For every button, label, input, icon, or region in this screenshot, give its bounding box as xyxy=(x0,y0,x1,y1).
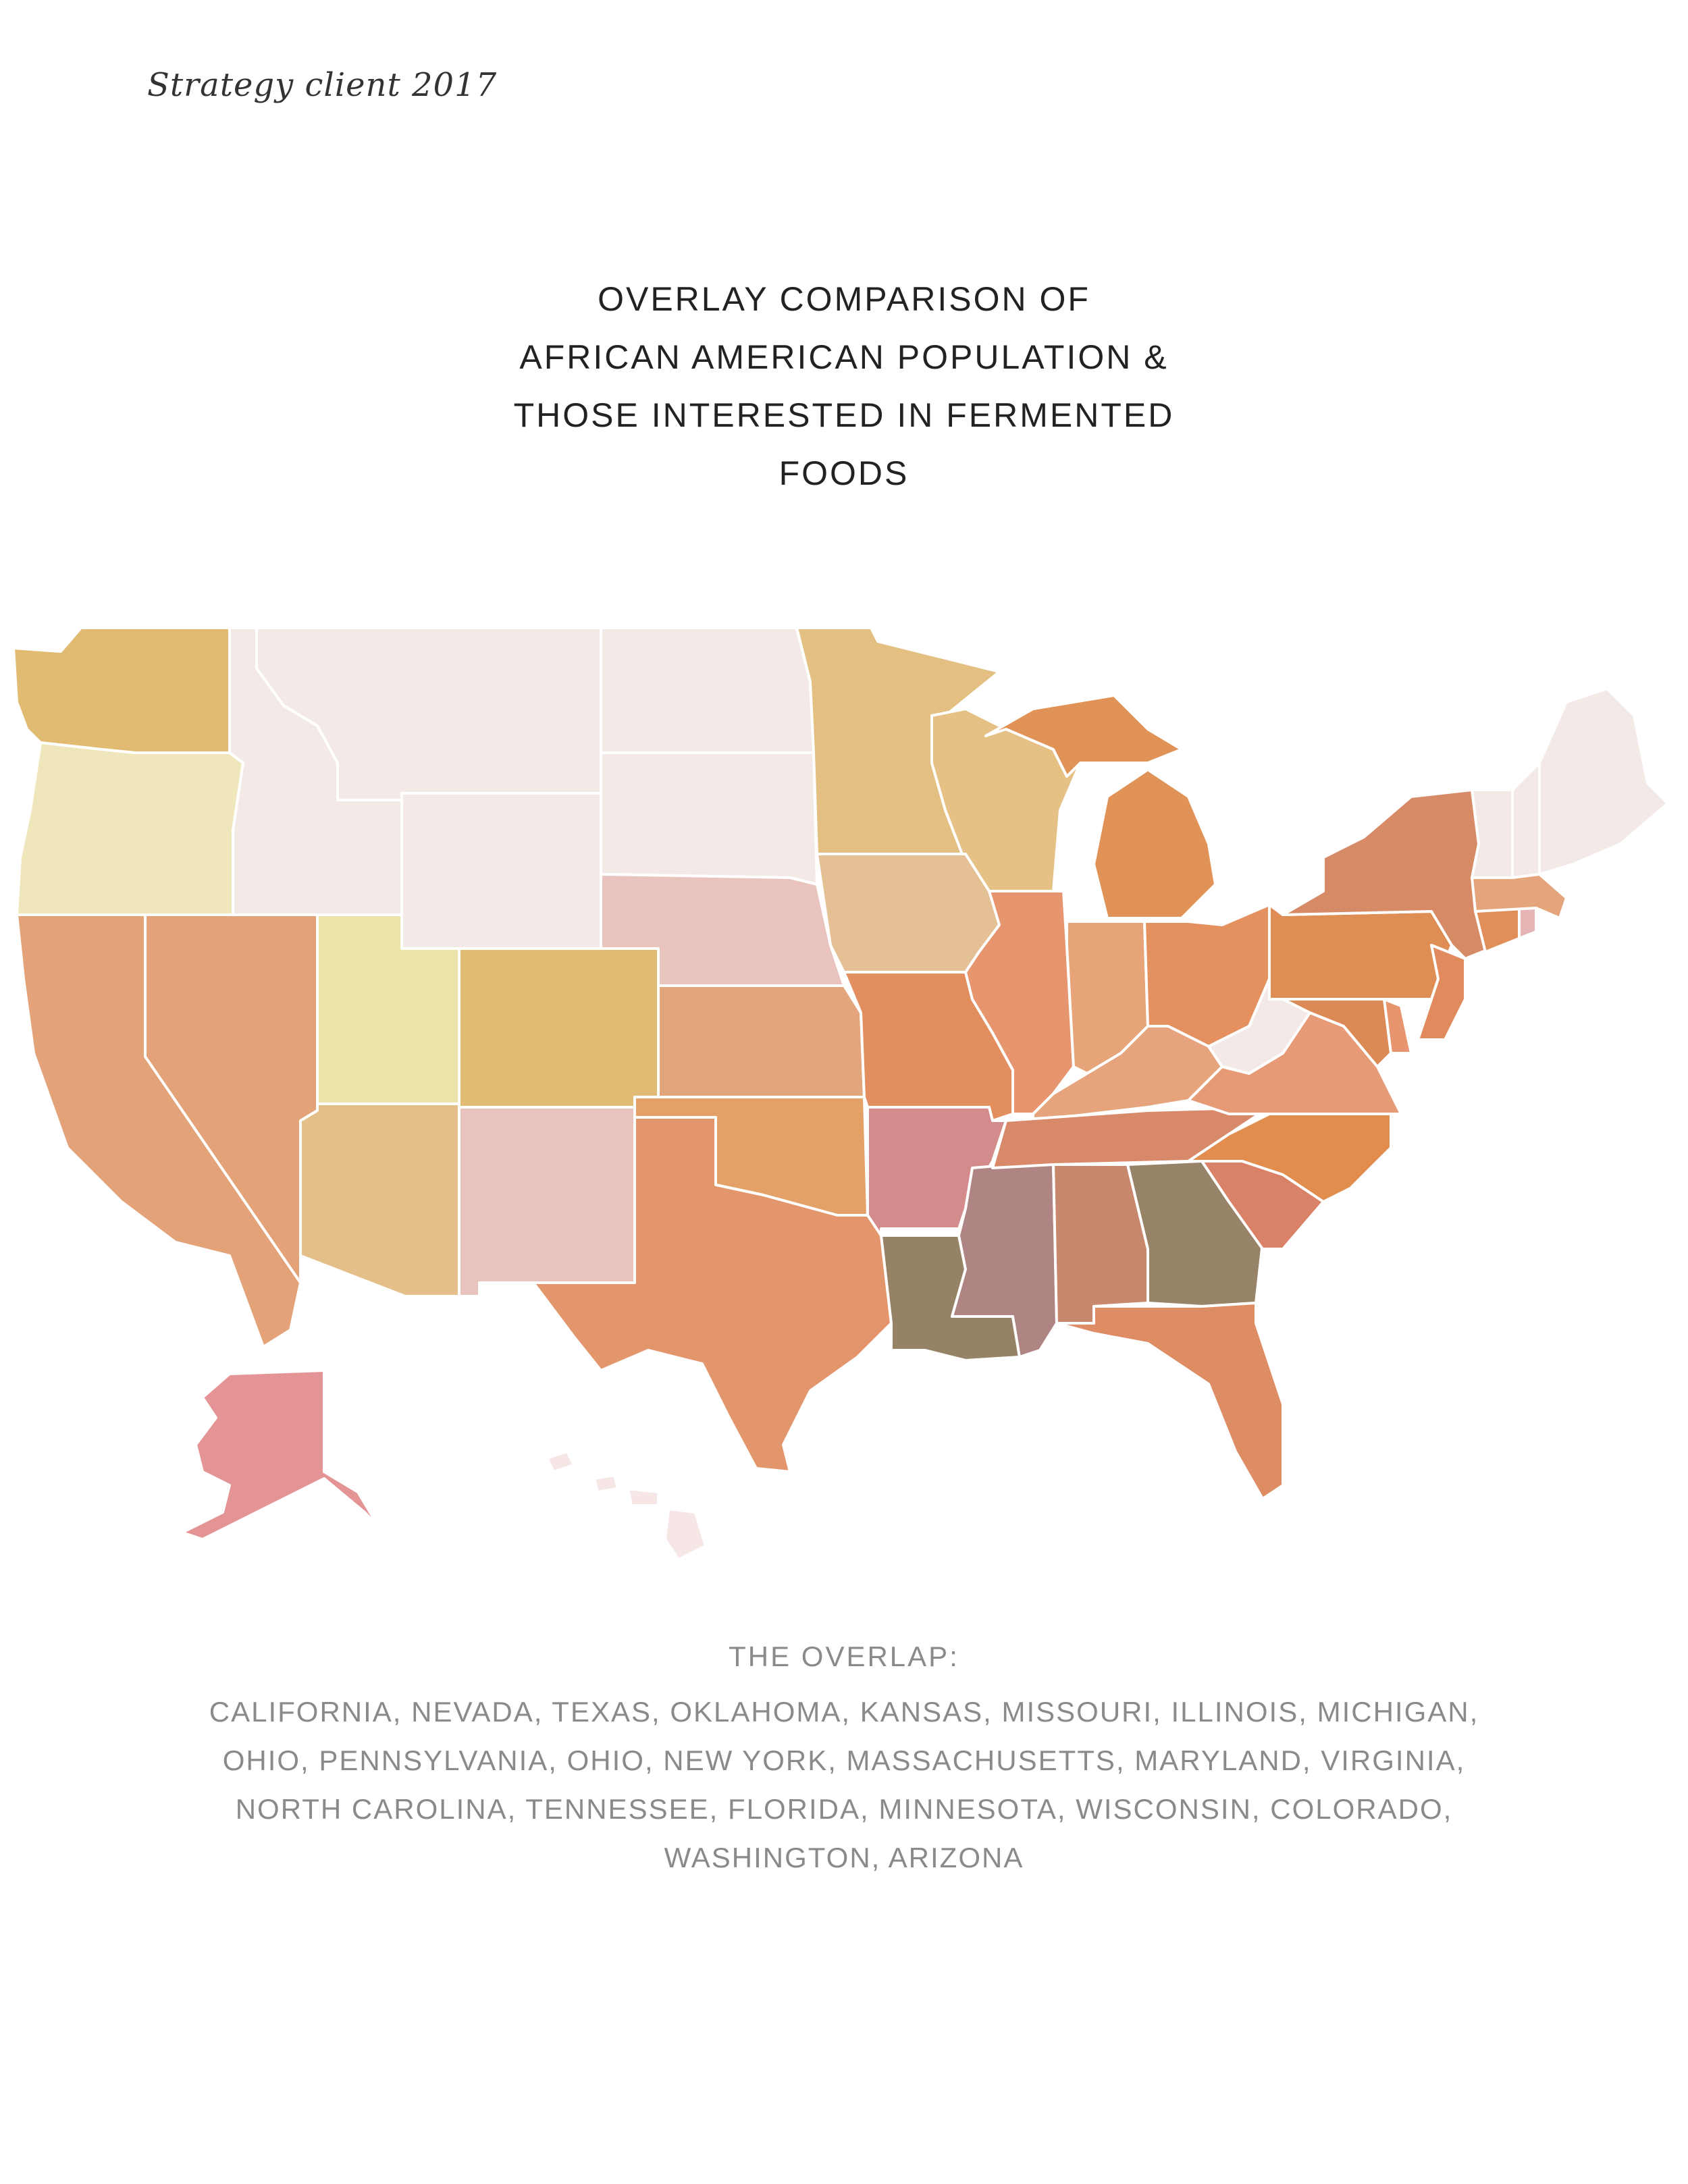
state-ND[interactable] xyxy=(600,627,815,754)
overlap-list: CALIFORNIA, NEVADA, TEXAS, OKLAHOMA, KAN… xyxy=(135,1688,1553,1882)
overlap-line: NORTH CAROLINA, TENNESSEE, FLORIDA, MINN… xyxy=(235,1793,1453,1825)
state-RI[interactable] xyxy=(1518,907,1537,940)
page-title: OVERLAY COMPARISON OF AFRICAN AMERICAN P… xyxy=(0,270,1688,502)
state-AK[interactable] xyxy=(181,1369,379,1541)
us-state-map xyxy=(12,627,1669,1561)
state-DE[interactable] xyxy=(1383,998,1413,1055)
state-VT[interactable] xyxy=(1471,789,1514,879)
state-NC[interactable] xyxy=(1187,1113,1392,1203)
overlap-heading: THE OVERLAP: xyxy=(729,1641,959,1672)
state-IA[interactable] xyxy=(816,853,1001,974)
state-MI[interactable] xyxy=(984,694,1217,920)
state-NJ[interactable] xyxy=(1417,944,1467,1041)
overlap-line: OHIO, PENNSYLVANIA, OHIO, NEW YORK, MASS… xyxy=(222,1744,1466,1776)
state-SD[interactable] xyxy=(600,751,818,886)
state-TX[interactable] xyxy=(532,1116,893,1473)
state-NH[interactable] xyxy=(1511,762,1541,879)
state-KY[interactable] xyxy=(1032,1025,1223,1122)
overlap-line: WASHINGTON, ARIZONA xyxy=(664,1842,1024,1873)
state-HI[interactable] xyxy=(546,1450,707,1561)
state-FL[interactable] xyxy=(1055,1302,1284,1500)
state-PA[interactable] xyxy=(1268,903,1453,1001)
title-line: OVERLAY COMPARISON OF xyxy=(598,280,1090,318)
header-label: Strategy client 2017 xyxy=(147,66,498,104)
states-layer xyxy=(12,627,1669,1561)
overlap-line: CALIFORNIA, NEVADA, TEXAS, OKLAHOMA, KAN… xyxy=(209,1696,1479,1728)
state-KS[interactable] xyxy=(657,984,866,1098)
title-line: AFRICAN AMERICAN POPULATION & xyxy=(519,338,1169,376)
state-NM[interactable] xyxy=(458,1106,636,1298)
state-AZ[interactable] xyxy=(299,1102,460,1298)
title-line: THOSE INTERESTED IN FERMENTED xyxy=(513,396,1175,434)
title-line: FOODS xyxy=(779,454,909,492)
state-CO[interactable] xyxy=(458,947,660,1109)
state-WA[interactable] xyxy=(12,627,231,754)
state-WY[interactable] xyxy=(400,792,602,950)
state-OR[interactable] xyxy=(16,741,244,916)
state-ME[interactable] xyxy=(1538,687,1669,876)
